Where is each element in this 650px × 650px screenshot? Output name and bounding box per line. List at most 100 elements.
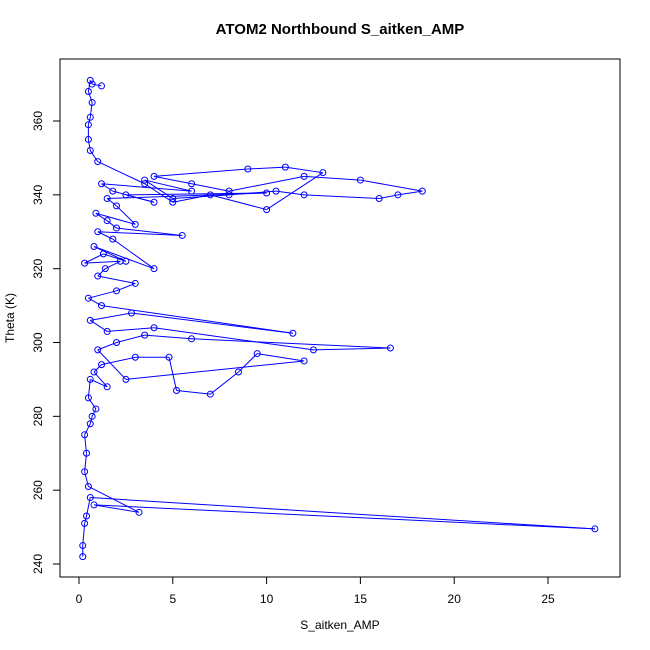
series-line-segment bbox=[144, 334, 192, 340]
data-point bbox=[103, 327, 111, 335]
series-line-segment bbox=[210, 371, 239, 395]
series-line-segment bbox=[229, 190, 277, 196]
series-line-segment bbox=[93, 504, 595, 530]
data-point bbox=[591, 525, 599, 533]
series-line-segment bbox=[87, 397, 97, 410]
data-point bbox=[84, 482, 92, 490]
series-line-segment bbox=[84, 260, 121, 264]
data-point bbox=[141, 180, 149, 188]
data-point bbox=[86, 420, 94, 428]
data-point bbox=[84, 135, 92, 143]
data-point bbox=[81, 519, 89, 527]
data-point bbox=[173, 386, 181, 394]
data-point bbox=[86, 375, 94, 383]
chart-title: ATOM2 Northbound S_aitken_AMP bbox=[216, 21, 465, 38]
data-point bbox=[94, 228, 102, 236]
data-point bbox=[128, 309, 136, 317]
data-point bbox=[206, 191, 214, 199]
data-point bbox=[418, 187, 426, 195]
series-line-segment bbox=[88, 486, 140, 513]
data-point bbox=[356, 176, 364, 184]
data-point bbox=[244, 165, 252, 173]
y-tick-label: 300 bbox=[31, 332, 45, 352]
series-line-segment bbox=[92, 83, 102, 87]
series-line-segment bbox=[90, 497, 595, 530]
series-line-segment bbox=[247, 166, 286, 170]
data-point bbox=[225, 191, 233, 199]
data-point bbox=[272, 187, 280, 195]
data-point bbox=[84, 394, 92, 402]
data-point bbox=[141, 176, 149, 184]
series-line-segment bbox=[313, 347, 391, 351]
data-point bbox=[225, 187, 233, 195]
series-line-segment bbox=[87, 139, 91, 151]
series-line-segment bbox=[88, 290, 117, 299]
data-point bbox=[88, 99, 96, 107]
series-line-segment bbox=[88, 297, 102, 307]
data-point bbox=[122, 257, 130, 265]
data-point bbox=[98, 82, 106, 90]
data-point bbox=[79, 553, 87, 561]
data-point bbox=[150, 265, 158, 273]
data-point bbox=[188, 187, 196, 195]
series-line-segment bbox=[266, 172, 324, 211]
data-point bbox=[150, 198, 158, 206]
series-line-segment bbox=[101, 183, 192, 192]
series-line-segment bbox=[304, 194, 380, 200]
data-point bbox=[169, 198, 177, 206]
data-point bbox=[234, 368, 242, 376]
data-point bbox=[122, 375, 130, 383]
data-point bbox=[122, 191, 130, 199]
data-point bbox=[188, 180, 196, 188]
series-line-segment bbox=[97, 275, 136, 284]
series-line-segment bbox=[84, 515, 87, 524]
series-line-segment bbox=[84, 423, 91, 436]
data-point bbox=[109, 187, 117, 195]
data-point bbox=[263, 189, 271, 197]
data-point bbox=[169, 195, 177, 203]
data-point bbox=[92, 405, 100, 413]
data-point bbox=[300, 172, 308, 180]
series-line-segment bbox=[112, 190, 155, 203]
data-point bbox=[86, 147, 94, 155]
series-line-segment bbox=[90, 312, 132, 321]
data-point bbox=[150, 172, 158, 180]
data-point bbox=[131, 353, 139, 361]
data-point bbox=[131, 220, 139, 228]
series-line-segment bbox=[257, 353, 305, 362]
series-line-segment bbox=[95, 212, 136, 225]
series-line-segment bbox=[304, 175, 361, 181]
series-line-segment bbox=[116, 227, 183, 236]
data-point bbox=[188, 335, 196, 343]
data-point bbox=[83, 449, 91, 457]
data-point bbox=[386, 344, 394, 352]
data-point bbox=[113, 339, 121, 346]
series-line-segment bbox=[82, 523, 86, 546]
series-line-segment bbox=[131, 312, 293, 334]
data-point bbox=[300, 357, 308, 365]
x-tick-label: 15 bbox=[354, 592, 368, 606]
series-line-segment bbox=[106, 198, 117, 207]
series-line-segment bbox=[172, 194, 211, 203]
x-axis: 0 5 10 15 20 25 bbox=[76, 576, 555, 606]
data-point bbox=[94, 272, 102, 280]
series-line-segment bbox=[97, 268, 106, 277]
x-tick-label: 20 bbox=[448, 592, 462, 606]
data-point bbox=[90, 501, 98, 509]
series-line-segment bbox=[191, 338, 391, 349]
data-point bbox=[206, 390, 214, 398]
series-line-segment bbox=[238, 353, 258, 373]
data-point bbox=[81, 431, 89, 439]
data-point bbox=[131, 279, 139, 287]
data-point bbox=[281, 163, 289, 171]
data-point bbox=[375, 195, 383, 203]
data-point bbox=[103, 195, 111, 203]
series-line-segment bbox=[397, 190, 423, 196]
data-point bbox=[98, 302, 106, 310]
series-line-segment bbox=[93, 246, 155, 270]
series-line-segment bbox=[360, 179, 423, 192]
series-line-segment bbox=[168, 357, 178, 391]
y-tick-label: 280 bbox=[31, 406, 45, 426]
series-line-segment bbox=[106, 220, 117, 229]
